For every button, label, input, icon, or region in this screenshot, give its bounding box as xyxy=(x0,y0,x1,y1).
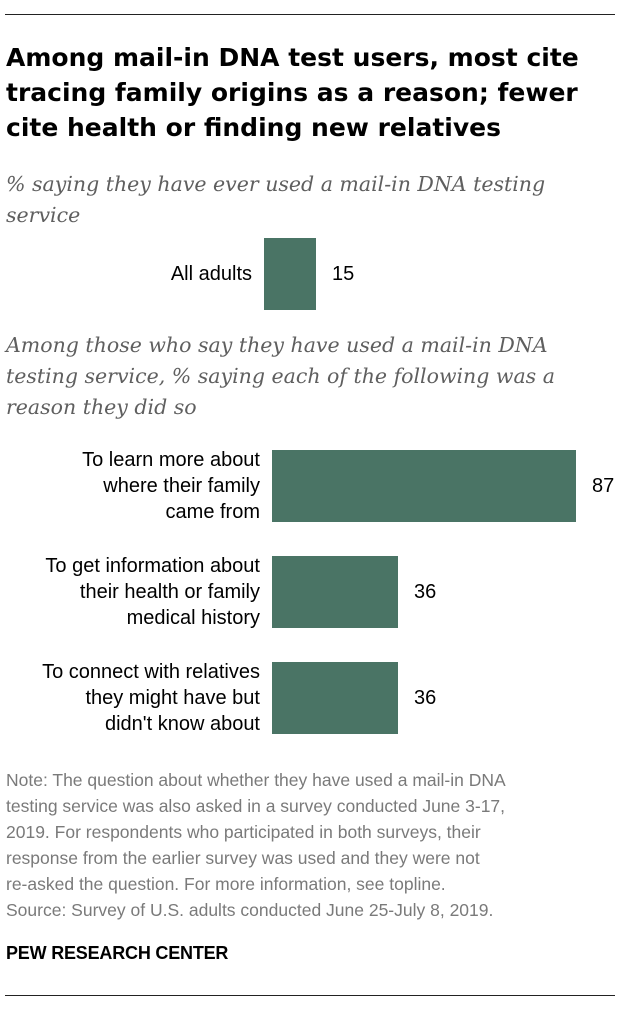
bottom-rule xyxy=(5,995,615,996)
category-label-line: To connect with relatives xyxy=(42,661,260,683)
category-label-line: medical history xyxy=(126,607,260,629)
category-label: All adults xyxy=(171,261,252,287)
pew-logo-text: PEW RESEARCH CENTER xyxy=(6,943,229,963)
note-source: Note: The question about whether they ha… xyxy=(6,767,606,923)
category-label-line: where their family xyxy=(103,475,260,497)
note-line: Note: The question about whether they ha… xyxy=(6,770,506,790)
data-label: 36 xyxy=(414,687,437,709)
data-label: 87 xyxy=(592,475,615,497)
bar xyxy=(272,556,398,628)
category-label-line: they might have but xyxy=(85,687,260,709)
reasons-subtitle: Among those who say they have used a mai… xyxy=(6,330,596,423)
title-line: cite health or finding new relatives xyxy=(6,113,501,142)
subtitle-line: reason they did so xyxy=(6,395,197,419)
data-label: 36 xyxy=(414,581,437,603)
category-label-line: To get information about xyxy=(45,555,260,577)
note-line: response from the earlier survey was use… xyxy=(6,848,480,868)
top-rule xyxy=(5,14,615,15)
category-label-line: their health or family xyxy=(79,581,260,603)
chart-subtitle: % saying they have ever used a mail-in D… xyxy=(6,169,596,231)
bar xyxy=(264,238,316,310)
subtitle-line: Among those who say they have used a mai… xyxy=(6,333,548,357)
bar xyxy=(272,450,576,522)
category-label-line: To learn more about xyxy=(82,449,260,471)
subtitle-line: % saying they have ever used a mail-in D… xyxy=(6,172,546,196)
data-label: 15 xyxy=(332,263,355,285)
bar xyxy=(272,662,398,734)
category-label-line: didn't know about xyxy=(104,713,260,735)
category-label-line: came from xyxy=(165,501,260,523)
category-label: To learn more about where their family cam… xyxy=(82,447,260,525)
category-label: To connect with relatives they might have… xyxy=(42,659,260,737)
note-line: 2019. For respondents who participated i… xyxy=(6,822,481,842)
category-label: To get information about their health or … xyxy=(45,553,260,631)
chart-title: Among mail-in DNA test users, most cite … xyxy=(6,40,614,145)
title-line: Among mail-in DNA test users, most cite xyxy=(6,43,579,72)
note-line: re-asked the question. For more informat… xyxy=(6,874,446,894)
category-label-line: All adults xyxy=(170,263,252,285)
subtitle-line: testing service, % saying each of the fo… xyxy=(6,364,555,388)
subtitle-line: service xyxy=(6,203,81,227)
note-line: testing service was also asked in a surv… xyxy=(6,796,506,816)
source-line: Source: Survey of U.S. adults conducted … xyxy=(6,900,494,920)
title-line: tracing family origins as a reason; fewe… xyxy=(6,78,578,107)
